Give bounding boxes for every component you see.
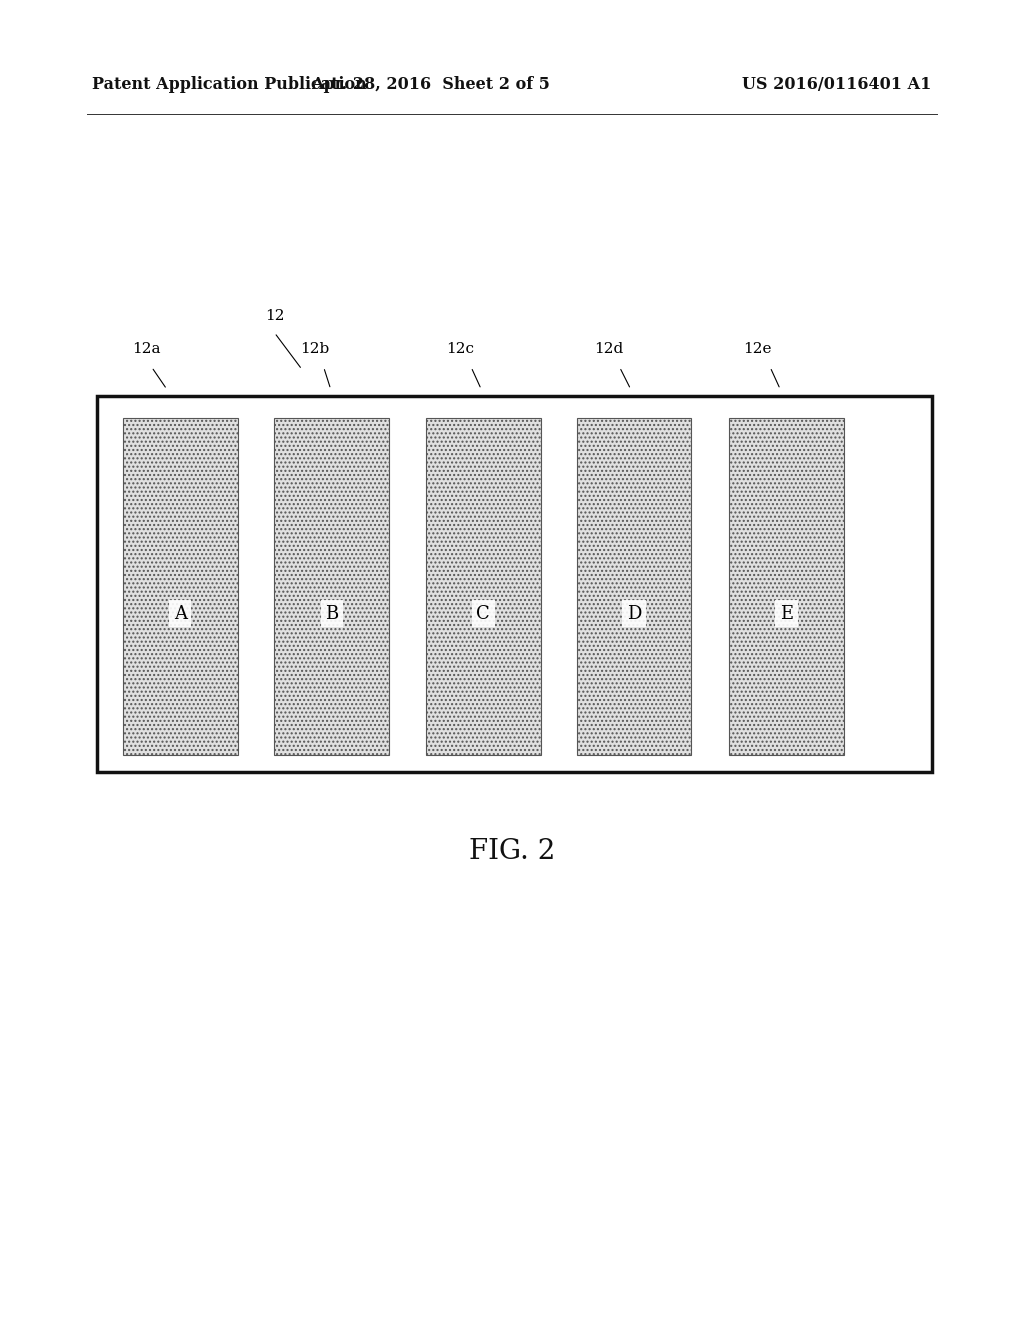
Bar [123,418,238,755]
Bar [426,418,541,755]
Text: Apr. 28, 2016  Sheet 2 of 5: Apr. 28, 2016 Sheet 2 of 5 [310,77,550,92]
Text: FIG. 2: FIG. 2 [469,838,555,865]
Text: US 2016/0116401 A1: US 2016/0116401 A1 [742,77,932,92]
Text: B: B [326,605,338,623]
Bar [577,418,691,755]
Text: C: C [476,605,490,623]
Text: E: E [780,605,793,623]
Text: 12e: 12e [743,342,772,356]
Bar [97,396,932,772]
Bar [274,418,389,755]
Text: 12d: 12d [594,342,623,356]
Text: 12c: 12c [445,342,474,356]
Text: A: A [174,605,186,623]
Bar [729,418,844,755]
Text: 12a: 12a [132,342,161,356]
Text: 12: 12 [264,309,285,323]
Text: Patent Application Publication: Patent Application Publication [92,77,367,92]
Text: 12b: 12b [300,342,329,356]
Text: D: D [627,605,641,623]
